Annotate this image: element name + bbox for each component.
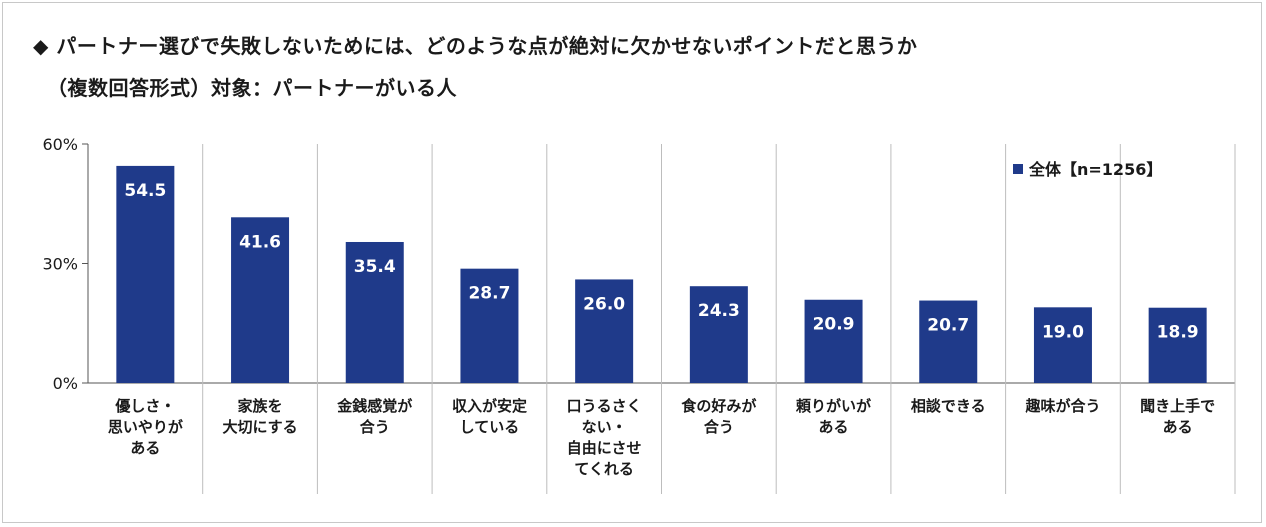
bar-value-label: 26.0 — [583, 294, 625, 314]
y-tick-label: 0% — [53, 374, 78, 393]
bar — [575, 279, 634, 383]
bar-value-label: 24.3 — [698, 301, 740, 321]
legend-swatch — [1013, 164, 1023, 174]
category-label: 大切にする — [222, 418, 297, 436]
y-tick-label: 30% — [42, 255, 78, 274]
category-label: 家族を — [238, 397, 283, 415]
category-label: 趣味が合う — [1024, 397, 1100, 415]
bar-value-label: 20.7 — [927, 316, 969, 336]
y-tick-label: 60% — [42, 135, 78, 154]
category-label: 優しさ・ — [114, 397, 175, 415]
chart-subtitle: （複数回答形式）対象：パートナーがいる人 — [47, 76, 457, 100]
bar-value-label: 20.9 — [813, 315, 855, 335]
bar-value-label: 19.0 — [1042, 322, 1084, 342]
bar-value-label: 54.5 — [124, 181, 166, 201]
category-label: 収入が安定 — [452, 397, 527, 415]
category-label: 相談できる — [911, 397, 986, 415]
category-label: ある — [1163, 418, 1193, 436]
category-label: 自由にさせ — [567, 439, 642, 457]
bar — [460, 268, 519, 383]
category-label: 合う — [359, 418, 390, 436]
bar — [345, 241, 404, 383]
bar — [689, 286, 748, 383]
bar — [231, 217, 290, 383]
category-label: 口うるさく — [567, 397, 642, 415]
bar-value-label: 18.9 — [1157, 323, 1199, 343]
bar — [1148, 307, 1207, 383]
bar — [1033, 307, 1092, 383]
category-label: ある — [819, 418, 849, 436]
category-label: 思いやりが — [108, 418, 184, 436]
category-label: 金銭感覚が — [336, 397, 413, 415]
category-label: ある — [130, 439, 160, 457]
bar — [804, 299, 863, 383]
category-label: 食の好みが — [681, 397, 757, 415]
legend-label: 全体【n=1256】 — [1028, 160, 1162, 179]
bar-value-label: 35.4 — [354, 257, 396, 277]
bar-value-label: 41.6 — [239, 232, 281, 252]
category-label: 聞き上手で — [1140, 397, 1215, 415]
category-label: 合う — [703, 418, 734, 436]
category-label: している — [460, 418, 520, 436]
bar-value-label: 28.7 — [468, 284, 510, 304]
bar — [116, 165, 175, 383]
category-label: てくれる — [574, 460, 634, 478]
bar — [919, 300, 978, 383]
chart-title: ◆ パートナー選びで失敗しないためには、どのような点が絶対に欠かせないポイントだ… — [33, 34, 918, 58]
category-label: ない・ — [582, 418, 627, 436]
category-label: 頼りがいが — [795, 397, 872, 415]
